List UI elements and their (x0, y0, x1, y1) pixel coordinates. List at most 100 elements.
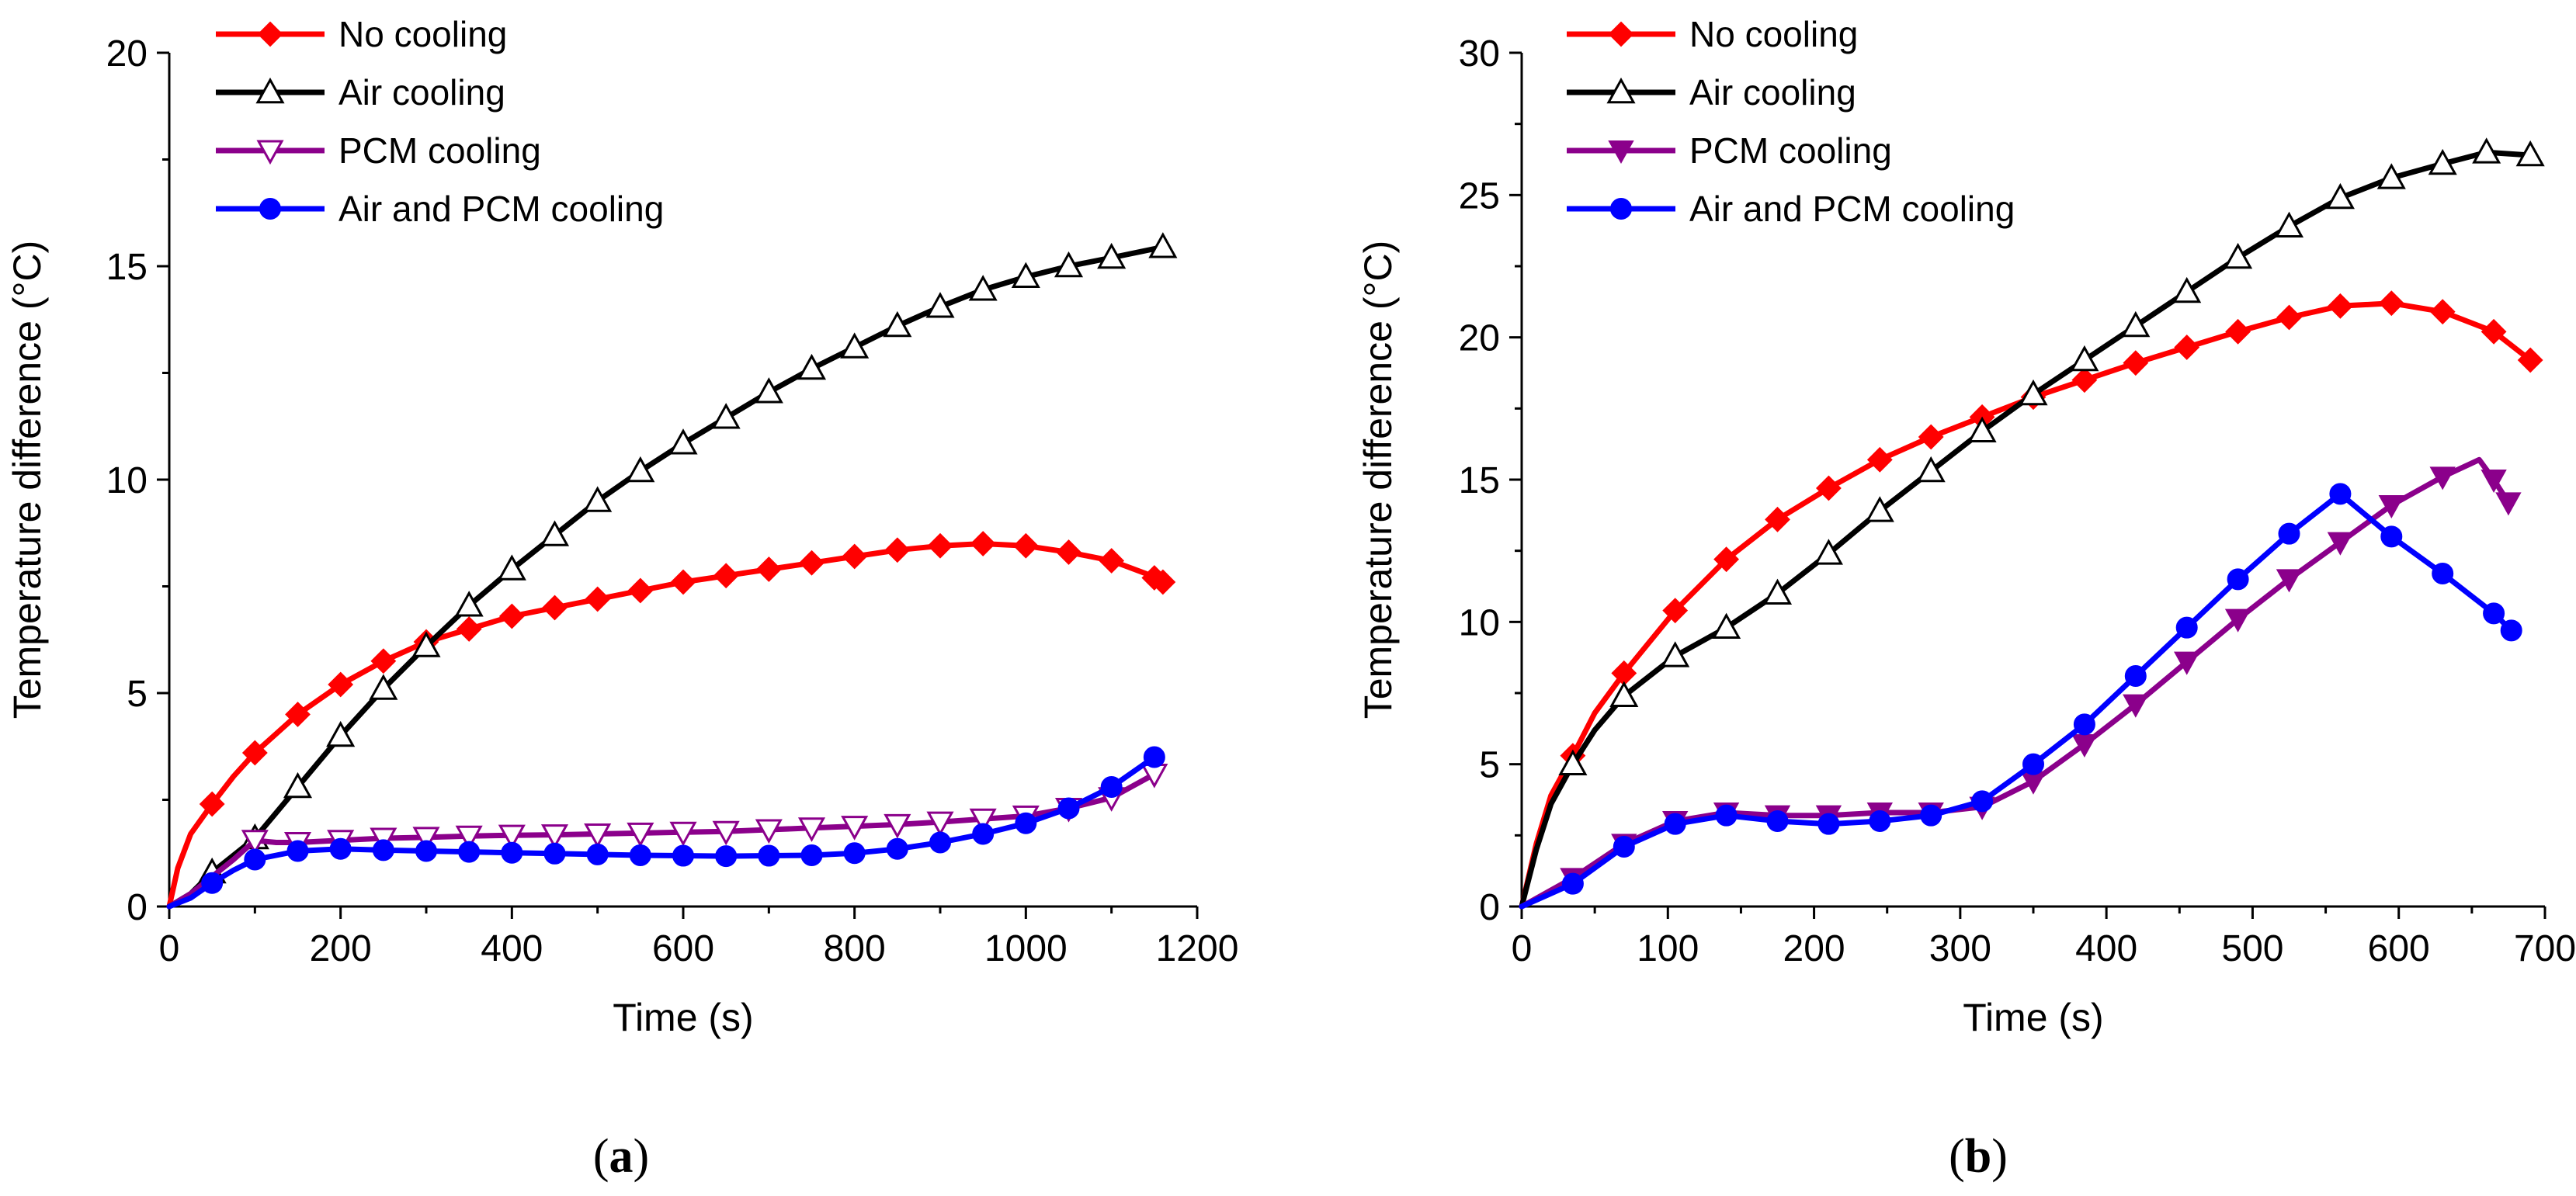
panel-a-data-point-no-cooling (585, 586, 611, 612)
panel-a-data-point-air-and-pcm-cooling (1143, 746, 1165, 768)
panel-a-data-point-air-cooling (754, 377, 783, 404)
panel-b-data-point-air-cooling (2515, 140, 2545, 167)
panel-a-legend-marker-pcm-cooling (256, 140, 284, 165)
panel-b-data-point-pcm-cooling (2481, 470, 2507, 494)
panel-a-data-point-pcm-cooling (926, 811, 954, 837)
panel-b-data-point-no-cooling (2071, 367, 2098, 393)
panel-a-legend-marker-air-and-pcm-cooling (259, 198, 281, 220)
panel-a-legend-marker-air-cooling (255, 77, 285, 104)
panel-b-data-point-no-cooling (2123, 350, 2149, 376)
panel-a-x-tick-label: 1200 (1156, 928, 1239, 969)
panel-a-y-tick-label: 15 (106, 247, 148, 288)
panel-b-panel-label: (b) (1949, 1130, 2008, 1183)
panel-b-data-point-pcm-cooling (2224, 608, 2251, 633)
panel-b-data-point-air-cooling (1762, 578, 1793, 605)
panel-a-data-point-pcm-cooling (412, 827, 440, 851)
panel-a-data-point-air-and-pcm-cooling (1057, 797, 1080, 820)
panel-a-data-point-air-and-pcm-cooling (329, 837, 352, 860)
panel-b-legend-marker-air-and-pcm-cooling (1610, 198, 1632, 220)
panel-b-data-point-no-cooling (1713, 546, 1740, 573)
panel-b-x-tick-label: 300 (1929, 928, 1991, 969)
panel-a-data-point-air-and-pcm-cooling (886, 837, 908, 860)
panel-b-data-point-air-and-pcm-cooling (2278, 522, 2300, 545)
panel-b-data-point-pcm-cooling (2174, 651, 2200, 675)
panel-a-x-tick-label: 0 (159, 928, 180, 969)
panel-b-series-line-air-cooling (1519, 149, 2533, 910)
panel-b-data-point-air-and-pcm-cooling (2380, 525, 2403, 548)
panel-a-data-point-air-cooling (1054, 251, 1084, 278)
panel-b-legend-marker-no-cooling (1608, 21, 1634, 47)
panel-a-data-point-no-cooling (1012, 532, 1039, 559)
panel-a-legend-marker-no-cooling (257, 21, 283, 47)
panel-a-data-point-air-cooling (840, 332, 870, 359)
panel-b-legend-label-air-cooling: Air cooling (1689, 72, 1856, 113)
panel-a-x-axis-title: Time (s) (613, 996, 753, 1039)
panel-a-data-point-air-and-pcm-cooling (758, 844, 780, 867)
panel-b-legend: No cooling Air cooling PCM cooling Air and … (1567, 14, 2015, 229)
panel-a-panel-label: (a) (593, 1130, 649, 1183)
panel-b-x-tick-label: 700 (2514, 928, 2576, 969)
panel-b-data-point-air-and-pcm-cooling (2227, 568, 2249, 591)
panel-b-data-point-air-cooling (1814, 539, 1843, 565)
panel-b-data-point-air-cooling (2472, 137, 2501, 164)
panel-a-x-tick-label: 600 (652, 928, 714, 969)
panel-a-data-point-pcm-cooling (669, 821, 697, 847)
panel-a-data-point-no-cooling (498, 603, 525, 629)
panel-b-data-point-pcm-cooling (2123, 694, 2149, 718)
panel-b-data-point-no-cooling (1866, 446, 1893, 473)
panel-a-series-line-pcm-cooling (166, 771, 1158, 910)
panel-b-data-point-air-cooling (2070, 345, 2099, 372)
panel-b-legend-marker-air-cooling (1606, 77, 1636, 104)
panel-a-data-point-air-cooling (497, 554, 526, 581)
panel-a-x-tick-label: 400 (481, 928, 543, 969)
panel-a-data-point-air-cooling (583, 486, 613, 512)
panel-b-data-point-air-and-pcm-cooling (2500, 619, 2522, 642)
panel-b-data-point-air-cooling (2325, 182, 2355, 210)
panel-b-series-pcm-cooling (1519, 456, 2522, 910)
panel-b-data-point-air-and-pcm-cooling (1817, 813, 1840, 835)
panel-b-x-tick-label: 100 (1637, 928, 1699, 969)
panel-a-y-tick-label: 20 (106, 33, 148, 75)
panel-b-x-tick-label: 600 (2368, 928, 2430, 969)
panel-b-legend-label-no-cooling: No cooling (1689, 14, 1858, 54)
panel-a-data-point-no-cooling (842, 543, 868, 570)
panel-b-series-line-air-and-pcm-cooling (1519, 491, 2515, 910)
panel-b-data-point-no-cooling (2276, 304, 2302, 331)
panel-a-data-point-no-cooling (799, 549, 825, 576)
panel-a-data-point-no-cooling (627, 577, 654, 604)
panel-a-data-point-no-cooling (1056, 539, 1081, 565)
panel-b-chart: 0 100 200 300 400 500 600 700 0 5 10 15 20 25 30 Time (… (1356, 14, 2576, 1183)
panel-a-x-tick-label: 1000 (984, 928, 1068, 969)
panel-a-data-point-air-and-pcm-cooling (244, 848, 266, 871)
panel-a-data-point-pcm-cooling (455, 825, 483, 851)
panel-b-data-point-air-cooling (2376, 163, 2406, 189)
panel-a-data-point-pcm-cooling (498, 824, 526, 850)
panel-a-chart: 0 200 400 600 800 1000 1200 0 5 10 15 20 Time (s) Tem… (5, 14, 1238, 1183)
panel-a-data-point-pcm-cooling (884, 813, 911, 839)
panel-a-data-point-no-cooling (542, 595, 568, 621)
panel-a-series-pcm-cooling (166, 764, 1168, 910)
panel-b-data-point-air-cooling (1865, 496, 1894, 522)
panel-a-y-tick-label: 5 (127, 674, 148, 715)
panel-b-data-point-no-cooling (1918, 424, 1944, 450)
panel-b-data-point-air-cooling (2428, 148, 2457, 175)
panel-a-data-point-air-cooling (369, 674, 398, 700)
panel-b-data-point-air-and-pcm-cooling (2329, 483, 2352, 505)
panel-b-data-point-air-and-pcm-cooling (2483, 602, 2505, 625)
panel-b-data-point-air-cooling (2019, 379, 2048, 406)
panel-b-data-point-air-cooling (1712, 612, 1741, 639)
panel-b-data-point-no-cooling (2517, 347, 2543, 373)
panel-a-data-point-no-cooling (456, 616, 482, 642)
panel-b-x-tick-label: 0 (1512, 928, 1533, 969)
panel-a-data-point-air-and-pcm-cooling (800, 844, 823, 866)
panel-a-data-point-air-and-pcm-cooling (501, 841, 523, 864)
panel-b-data-point-air-and-pcm-cooling (2022, 753, 2044, 775)
panel-a-x-tick-label: 800 (824, 928, 886, 969)
panel-b-data-point-pcm-cooling (2495, 492, 2522, 516)
panel-a-data-point-air-cooling (668, 428, 698, 455)
panel-a-data-point-pcm-cooling (241, 830, 269, 855)
panel-a-data-point-air-cooling (411, 631, 441, 657)
panel-b-y-tick-label: 5 (1479, 745, 1500, 786)
panel-a-x-tick-label: 200 (310, 928, 372, 969)
